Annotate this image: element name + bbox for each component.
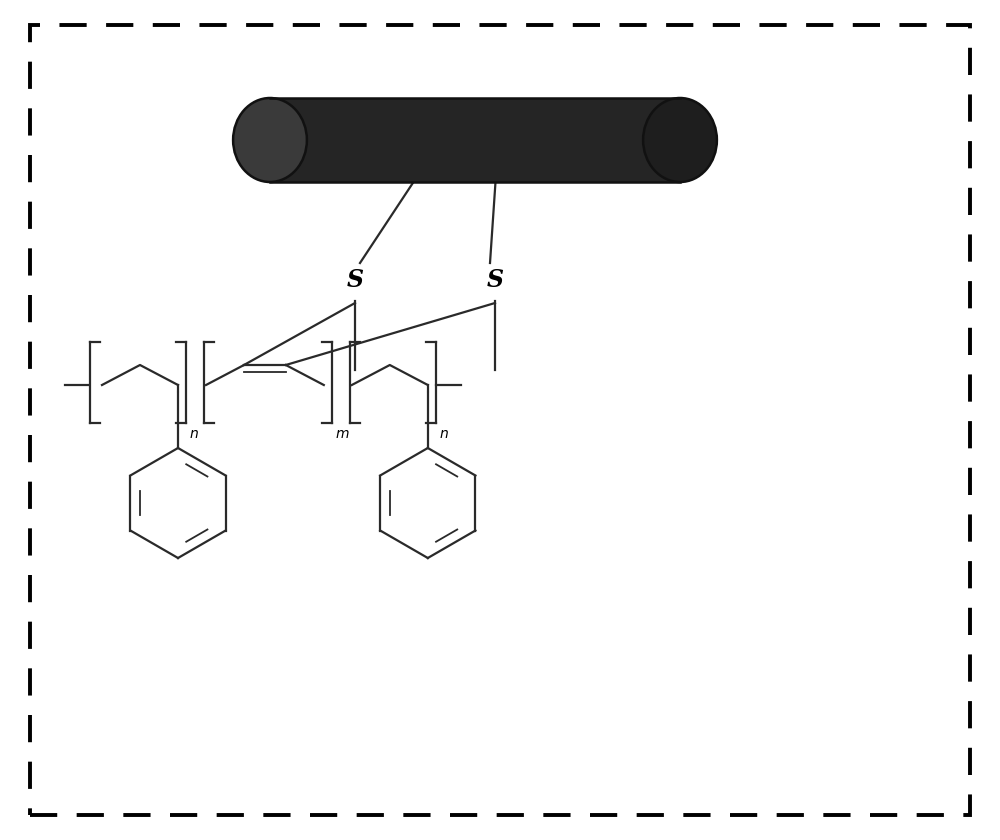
Text: S: S: [347, 268, 364, 292]
Bar: [270, 98, 680, 182]
Ellipse shape: [233, 98, 307, 182]
Ellipse shape: [643, 98, 717, 182]
Text: n: n: [190, 427, 199, 441]
Text: n: n: [440, 427, 449, 441]
Text: m: m: [336, 427, 349, 441]
Text: S: S: [487, 268, 504, 292]
